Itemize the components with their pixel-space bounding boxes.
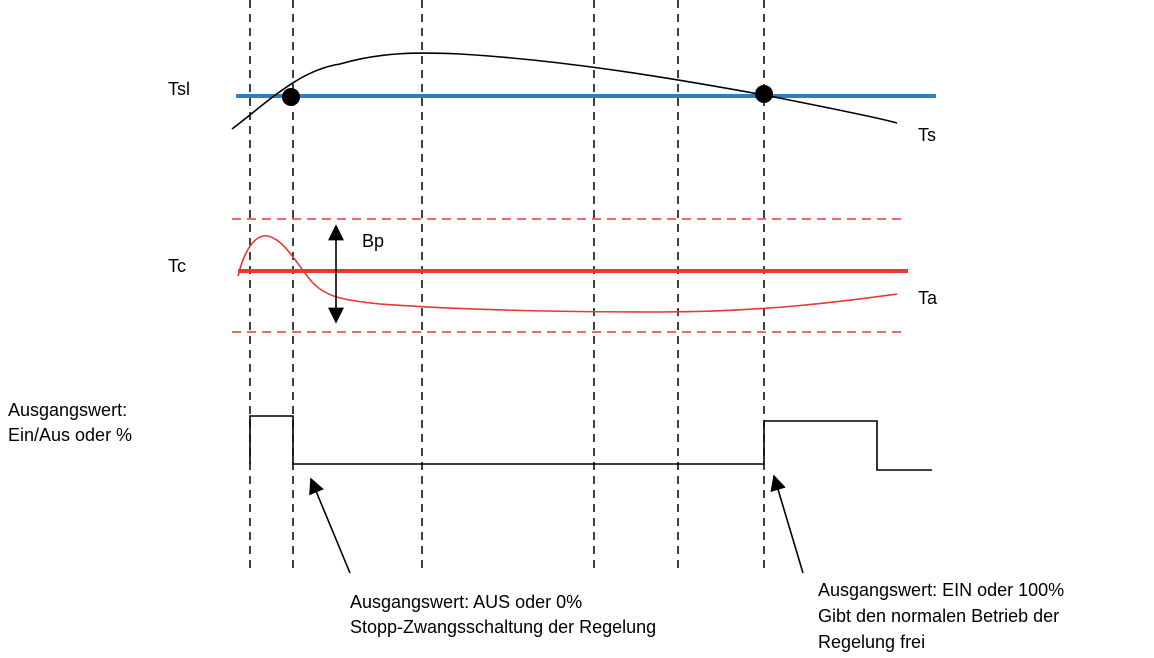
- output-signal: [249, 415, 932, 471]
- ta-curve: [237, 235, 898, 313]
- annotation-on-line-1: Ausgangswert: EIN oder 100%: [818, 580, 1064, 600]
- annotation-off-line-1: Ausgangswert: AUS oder 0%: [350, 592, 582, 612]
- ts-label: Ts: [918, 125, 936, 145]
- annotation-on-line-2: Gibt den normalen Betrieb der: [818, 606, 1059, 626]
- intersection-dot-end: [755, 85, 773, 103]
- tc-label: Tc: [168, 256, 186, 276]
- tsl-label: Tsl: [168, 79, 190, 99]
- intersection-dot-start: [282, 88, 300, 106]
- annotation-on: Ausgangswert: EIN oder 100% Gibt den nor…: [818, 580, 1064, 652]
- annotation-on-line-3: Regelung frei: [818, 632, 925, 652]
- bp-label: Bp: [362, 231, 384, 251]
- annotation-arrow-off: [309, 477, 351, 574]
- output-label-line-2: Ein/Aus oder %: [8, 425, 132, 445]
- time-markers: [249, 0, 765, 570]
- output-label-line-1: Ausgangswert:: [8, 400, 127, 420]
- ts-curve: [231, 52, 898, 130]
- output-label: Ausgangswert: Ein/Aus oder %: [8, 400, 132, 445]
- annotation-off: Ausgangswert: AUS oder 0% Stopp-Zwangssc…: [350, 592, 656, 637]
- annotation-off-line-2: Stopp-Zwangsschaltung der Regelung: [350, 617, 656, 637]
- ta-label: Ta: [918, 288, 938, 308]
- annotation-arrow-on: [770, 474, 804, 574]
